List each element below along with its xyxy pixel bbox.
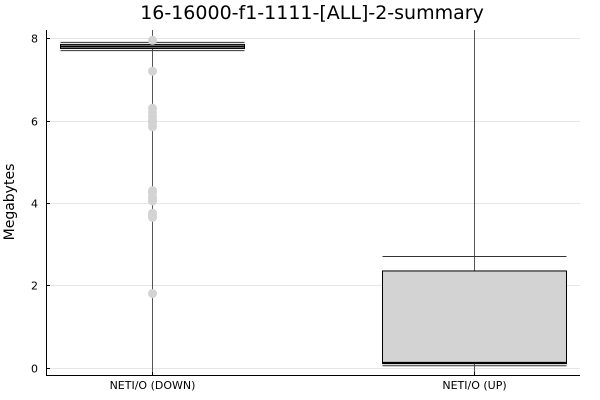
- box-iqr: [382, 270, 567, 365]
- box-group: [382, 30, 567, 376]
- outlier-point: [148, 212, 157, 222]
- box-series: [60, 30, 567, 376]
- x-tick-label: NETI/O (UP): [442, 379, 506, 392]
- y-tick-label: 4: [31, 198, 38, 211]
- chart-title: 16-16000-f1-1111-[ALL]-2-summary: [140, 2, 484, 24]
- outlier-point: [148, 196, 157, 206]
- y-tick-label: 6: [31, 116, 38, 129]
- outlier-point: [148, 35, 157, 45]
- y-tick-label: 8: [31, 33, 38, 46]
- y-axis-label: Megabytes: [2, 164, 18, 241]
- outlier-point: [148, 66, 157, 76]
- y-tick-label: 2: [31, 280, 38, 293]
- box-group: [60, 30, 245, 376]
- outlier-point: [148, 289, 157, 299]
- x-axis-ticks: NETI/O (DOWN) NETI/O (UP): [110, 372, 507, 392]
- y-axis-ticks: 0 2 4 6 8: [31, 33, 50, 376]
- y-tick-label: 0: [31, 363, 38, 376]
- outlier-point: [148, 122, 157, 132]
- x-tick-label: NETI/O (DOWN): [110, 379, 196, 392]
